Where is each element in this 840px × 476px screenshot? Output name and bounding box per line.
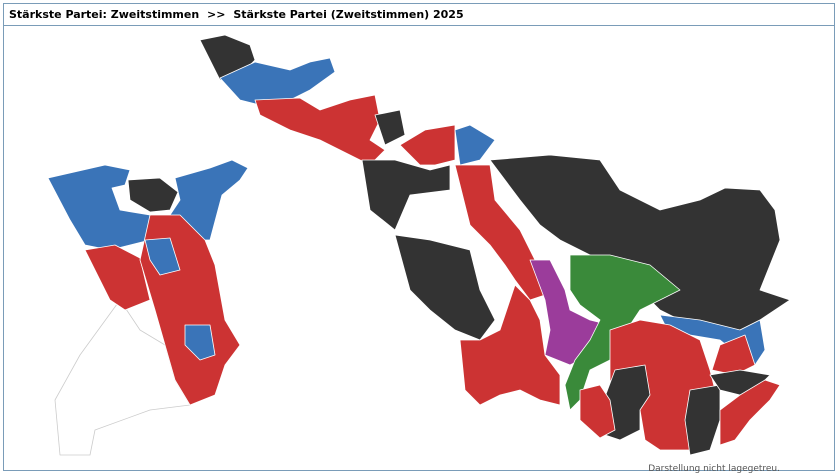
district	[144, 237, 181, 276]
title: Stärkste Partei: Zweitstimmen	[9, 8, 200, 21]
district	[47, 164, 151, 251]
district	[219, 57, 336, 106]
district	[454, 124, 496, 166]
district	[489, 154, 791, 331]
map-panel: Stärkste Partei: Zweitstimmen >> Stärkst…	[3, 3, 835, 471]
header: Stärkste Partei: Zweitstimmen >> Stärkst…	[4, 4, 834, 26]
district	[374, 109, 406, 146]
district	[454, 164, 546, 301]
subtitle: Stärkste Partei (Zweitstimmen) 2025	[233, 8, 464, 21]
footer-note: Darstellung nicht lagegetreu.	[648, 464, 780, 474]
separator: >>	[207, 8, 226, 21]
district	[361, 159, 451, 231]
district-outline	[54, 299, 191, 456]
district	[399, 124, 456, 166]
district	[459, 284, 561, 406]
bremen	[199, 34, 791, 456]
district	[711, 334, 756, 376]
district	[184, 324, 216, 361]
district	[169, 159, 249, 241]
district	[579, 384, 616, 439]
district	[127, 177, 179, 213]
district	[254, 94, 386, 166]
district	[719, 379, 781, 446]
district	[684, 384, 721, 456]
district	[84, 244, 151, 311]
bremerhaven	[47, 159, 249, 456]
district	[394, 234, 496, 341]
